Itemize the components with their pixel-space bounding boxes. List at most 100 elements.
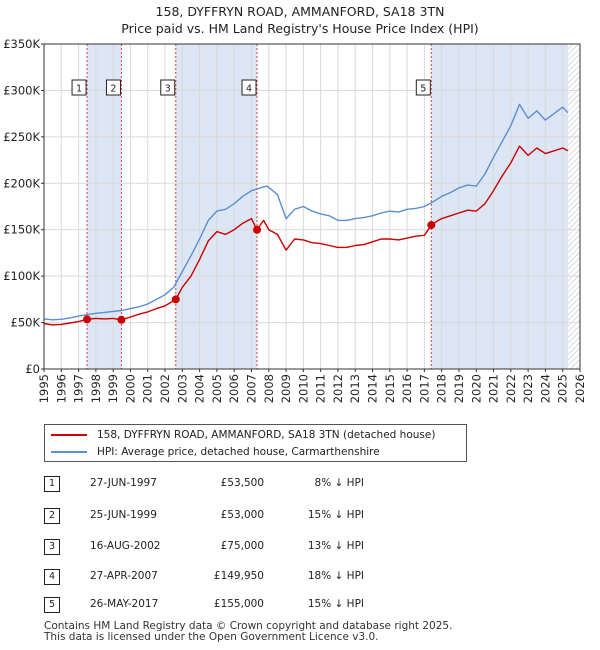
sale-label-box xyxy=(105,79,121,96)
table-row: 3 16-AUG-2002 £75,000 13% ↓ HPI xyxy=(44,539,404,559)
sale-label-text: 4 xyxy=(246,84,252,95)
sale-label-box xyxy=(415,79,431,96)
price-chart: 1 2 3 4 5 £0 £50K £100K £150K £200K £250K £300K £35… xyxy=(3,37,587,403)
sale-number: 1 xyxy=(44,476,60,492)
sale-marker xyxy=(117,315,126,324)
sale-label-text: 3 xyxy=(165,84,171,95)
x-tick-label: 1998 xyxy=(89,374,103,403)
shaded-period xyxy=(431,44,568,369)
y-tick-label: £350K xyxy=(3,37,40,51)
y-tick-label: £300K xyxy=(3,83,40,97)
x-tick-label: 2010 xyxy=(296,374,310,403)
y-tick-label: £100K xyxy=(3,269,40,283)
x-tick-label: 2012 xyxy=(331,374,345,403)
hpi-line xyxy=(43,103,569,321)
x-tick-label: 1996 xyxy=(54,374,68,403)
x-tick-label: 2025 xyxy=(556,374,570,403)
legend-item-hpi: HPI: Average price, detached house, Carm… xyxy=(51,444,380,460)
legend-item-property: 158, DYFFRYN ROAD, AMMANFORD, SA18 3TN (… xyxy=(51,427,435,443)
hatched-area xyxy=(567,44,580,369)
x-tick-label: 2003 xyxy=(175,374,189,403)
sale-marker xyxy=(171,295,180,304)
title-line-1: 158, DYFFRYN ROAD, AMMANFORD, SA18 3TN xyxy=(155,4,445,19)
legend-swatch-property xyxy=(51,434,87,436)
sale-marker xyxy=(253,225,262,234)
sale-price: £75,000 xyxy=(220,540,264,552)
sale-number: 5 xyxy=(44,597,60,613)
x-tick-label: 2013 xyxy=(348,374,362,403)
y-tick-label: £200K xyxy=(3,176,40,190)
chart-title: 158, DYFFRYN ROAD, AMMANFORD, SA18 3TN P… xyxy=(0,3,600,37)
x-tick-label: 2024 xyxy=(538,374,552,403)
x-tick-label: 2016 xyxy=(400,374,414,403)
sale-hpi-delta: 15% ↓ HPI xyxy=(307,598,364,610)
x-tick-label: 2006 xyxy=(227,374,241,403)
sale-number: 4 xyxy=(44,569,60,585)
sale-label-box xyxy=(241,79,257,96)
sale-label-text: 5 xyxy=(420,84,426,95)
x-tick-label: 1995 xyxy=(37,374,51,403)
sale-label-box xyxy=(160,79,176,96)
y-tick-label: £150K xyxy=(3,223,40,237)
sale-date: 27-APR-2007 xyxy=(90,570,158,582)
sale-number: 3 xyxy=(44,539,60,555)
table-row: 1 27-JUN-1997 £53,500 8% ↓ HPI xyxy=(44,476,404,496)
sale-price: £155,000 xyxy=(213,598,264,610)
table-row: 2 25-JUN-1999 £53,000 15% ↓ HPI xyxy=(44,508,404,528)
y-tick-label: £250K xyxy=(3,130,40,144)
y-tick-label: £50K xyxy=(11,316,41,330)
x-tick-label: 2019 xyxy=(452,374,466,403)
x-tick-label: 2023 xyxy=(521,374,535,403)
shaded-period xyxy=(87,44,122,369)
x-tick-label: 2017 xyxy=(417,374,431,403)
x-tick-label: 2026 xyxy=(573,374,587,403)
x-tick-label: 2011 xyxy=(314,374,328,403)
x-tick-label: 2022 xyxy=(504,374,518,403)
x-tick-label: 2002 xyxy=(158,374,172,403)
sale-label-text: 1 xyxy=(76,84,82,95)
table-row: 4 27-APR-2007 £149,950 18% ↓ HPI xyxy=(44,569,404,589)
x-tick-label: 1999 xyxy=(106,374,120,403)
sale-date: 27-JUN-1997 xyxy=(90,477,157,489)
legend-swatch-hpi xyxy=(51,451,87,453)
legend-label-hpi: HPI: Average price, detached house, Carm… xyxy=(97,446,380,458)
property-price-line xyxy=(43,145,569,326)
sale-price: £149,950 xyxy=(213,570,264,582)
sale-date: 25-JUN-1999 xyxy=(90,509,157,521)
sale-hpi-delta: 15% ↓ HPI xyxy=(307,509,364,521)
sale-date: 16-AUG-2002 xyxy=(90,540,161,552)
sale-price: £53,500 xyxy=(220,477,264,489)
legend: 158, DYFFRYN ROAD, AMMANFORD, SA18 3TN (… xyxy=(44,424,467,462)
sale-label-box xyxy=(71,79,87,96)
x-tick-label: 2009 xyxy=(279,374,293,403)
y-tick-label: £0 xyxy=(25,362,40,376)
footer-line-1: Contains HM Land Registry data © Crown c… xyxy=(44,620,453,632)
sale-marker xyxy=(427,221,436,230)
x-tick-label: 2004 xyxy=(193,374,207,403)
x-tick-label: 2007 xyxy=(244,374,258,403)
sale-price: £53,000 xyxy=(220,509,264,521)
sale-hpi-delta: 13% ↓ HPI xyxy=(307,540,364,552)
x-tick-label: 2015 xyxy=(383,374,397,403)
sale-marker xyxy=(83,315,92,324)
x-tick-label: 2020 xyxy=(469,374,483,403)
sale-hpi-delta: 18% ↓ HPI xyxy=(307,570,364,582)
sale-number: 2 xyxy=(44,508,60,524)
x-tick-label: 2018 xyxy=(435,374,449,403)
shaded-period xyxy=(175,44,258,369)
x-tick-label: 1997 xyxy=(72,374,86,403)
sale-label-text: 2 xyxy=(110,84,116,95)
x-tick-label: 2001 xyxy=(141,374,155,403)
x-tick-label: 2021 xyxy=(487,374,501,403)
x-tick-label: 2000 xyxy=(123,374,137,403)
x-tick-label: 2005 xyxy=(210,374,224,403)
x-tick-label: 2008 xyxy=(262,374,276,403)
plot-border xyxy=(43,43,581,370)
table-row: 5 26-MAY-2017 £155,000 15% ↓ HPI xyxy=(44,597,404,617)
sale-hpi-delta: 8% ↓ HPI xyxy=(314,477,364,489)
sale-date: 26-MAY-2017 xyxy=(90,598,159,610)
legend-label-property: 158, DYFFRYN ROAD, AMMANFORD, SA18 3TN (… xyxy=(97,429,436,441)
footer: Contains HM Land Registry data © Crown c… xyxy=(44,621,452,643)
x-tick-label: 2014 xyxy=(366,374,380,403)
footer-line-2: This data is licensed under the Open Gov… xyxy=(44,631,379,643)
